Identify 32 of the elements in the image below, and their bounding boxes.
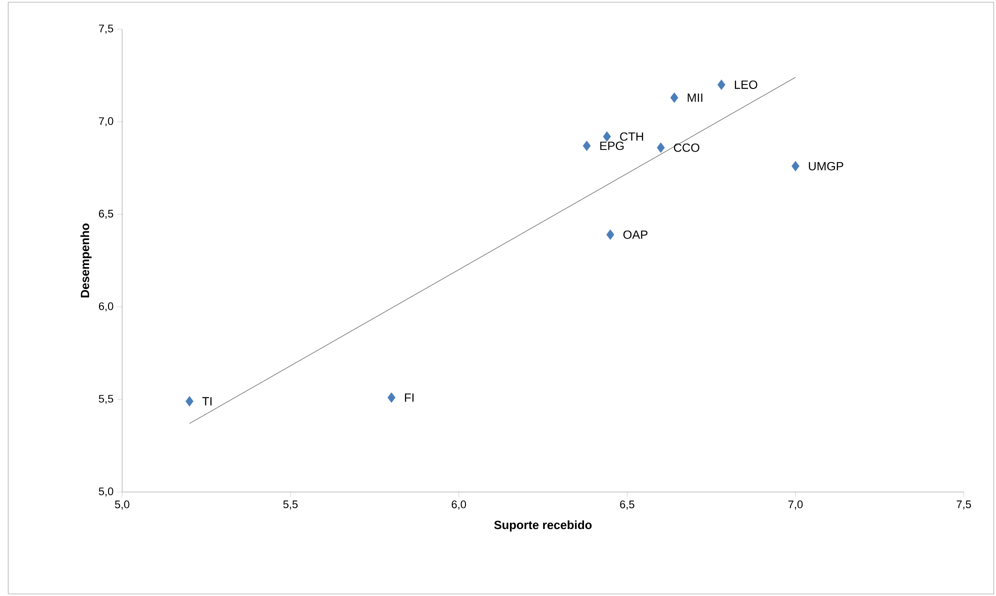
y-tick-label: 7,5 — [98, 24, 114, 34]
x-tick-label: 5,5 — [283, 500, 298, 510]
point — [388, 392, 396, 403]
annotation: EPG — [600, 142, 624, 150]
annotation: TI — [202, 397, 212, 406]
x-axis-title: Suporte recebido — [494, 520, 592, 532]
x-tick-label: 6,5 — [620, 500, 634, 510]
y-tick-label: 5,0 — [98, 487, 114, 496]
y-tick-label: 6,0 — [98, 302, 114, 312]
point — [186, 396, 194, 406]
y-tick-label: 5,5 — [98, 394, 114, 404]
x-tick-label: 7,5 — [956, 500, 971, 510]
annotation: CCO — [674, 143, 700, 152]
x-tick-label: 7,0 — [788, 500, 803, 510]
annotation: OAP — [623, 230, 648, 239]
point — [606, 229, 614, 240]
y-tick-label: 7,0 — [98, 117, 114, 126]
point — [656, 142, 665, 153]
annotation: MII — [688, 94, 702, 102]
point — [717, 79, 726, 90]
annotation: LEO — [734, 80, 758, 89]
x-tick-label: 5,0 — [114, 500, 130, 510]
point — [670, 92, 678, 103]
annotation: UMGP — [808, 162, 844, 170]
point — [603, 131, 611, 142]
annotation: FI — [404, 393, 414, 402]
y-tick-label: 6,5 — [98, 210, 114, 219]
x-tick-label: 6,0 — [452, 500, 466, 510]
y-axis-title: Desempenho — [80, 223, 92, 298]
point — [582, 140, 591, 151]
annotation: CTH — [620, 132, 644, 141]
point — [792, 160, 800, 172]
